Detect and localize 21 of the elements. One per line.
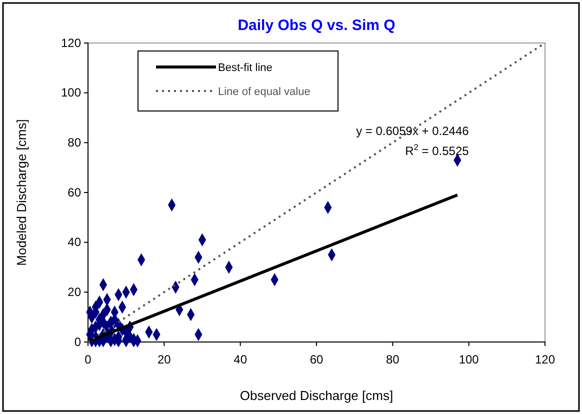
chart-title: Daily Obs Q vs. Sim Q: [238, 17, 396, 34]
x-tick-label: 80: [386, 352, 400, 366]
x-tick-label: 120: [534, 352, 556, 366]
text: Best-fit line: [218, 62, 272, 74]
x-axis-title: Observed Discharge [cms]: [240, 388, 394, 403]
x-tick-label: 100: [458, 352, 480, 366]
y-tick-label: 100: [60, 86, 82, 100]
y-tick-label: 80: [68, 136, 82, 150]
y-tick-label: 120: [60, 36, 82, 50]
y-tick-label: 40: [68, 235, 82, 250]
y-tick-label: 20: [68, 285, 82, 300]
y-tick-label: 0: [74, 334, 82, 349]
annotation: R$^{2}$ = 0.5525: [405, 142, 470, 158]
x-tick-label: 40: [234, 352, 248, 366]
y-tick-label: 60: [68, 185, 82, 200]
annotation: y = 0.6059x + 0.2446: [356, 124, 470, 138]
text: Line of equal value: [218, 86, 310, 98]
x-tick-label: 20: [157, 352, 172, 366]
x-tick-label: 60: [310, 352, 324, 366]
y-axis-title: Modeled Discharge [cms]: [14, 119, 29, 266]
x-tick-label: 0: [84, 352, 92, 366]
